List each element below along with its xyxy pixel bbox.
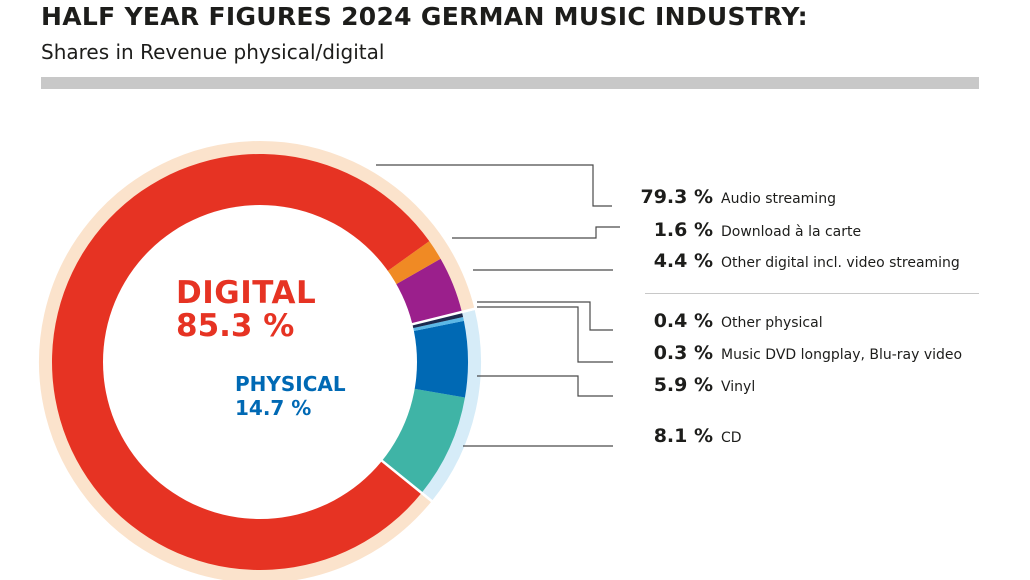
- leader-line-download: [452, 226, 620, 239]
- chart-subtitle: Shares in Revenue physical/digital: [41, 40, 385, 64]
- legend-item-other-digital: 4.4 % Other digital incl. video streamin…: [600, 250, 980, 276]
- legend-item-vinyl: 5.9 % Vinyl: [600, 374, 980, 400]
- legend-item-cd: 8.1 % CD: [600, 425, 980, 451]
- separator-cd-audio: [379, 458, 435, 504]
- legend-item-download: 1.6 % Download à la carte: [600, 219, 980, 245]
- legend-value: 4.4 %: [653, 250, 713, 272]
- legend-value: 79.3 %: [640, 186, 713, 208]
- header-divider: [41, 77, 979, 89]
- physical-group-label: PHYSICAL: [235, 372, 346, 396]
- legend-value: 5.9 %: [653, 374, 713, 396]
- legend-divider: [645, 293, 979, 294]
- slice-cd: [380, 388, 465, 493]
- legend-label: Download à la carte: [721, 224, 862, 240]
- slice-other-digital-incl-video-streaming: [394, 258, 462, 325]
- separator-digital-physical: [410, 306, 478, 326]
- legend-value: 0.3 %: [653, 342, 713, 364]
- slice-download-la-carte: [386, 241, 441, 286]
- leader-line-dvd: [477, 306, 613, 363]
- leader-line-other-physical: [477, 301, 613, 331]
- digital-group-label: DIGITAL: [176, 275, 317, 311]
- legend-item-other-physical: 0.4 % Other physical: [600, 310, 980, 336]
- slices: [52, 154, 478, 571]
- leader-lines: [376, 164, 620, 447]
- slice-vinyl: [411, 320, 468, 398]
- legend-value: 1.6 %: [653, 219, 713, 241]
- physical-group-value: 14.7 %: [235, 396, 312, 420]
- legend-label: Other digital incl. video streaming: [721, 255, 960, 271]
- legend-label: CD: [721, 430, 742, 446]
- slice-music-dvd-longplay-blu-ray-video: [411, 317, 464, 332]
- legend-label: Audio streaming: [721, 191, 836, 207]
- legend-value: 0.4 %: [653, 310, 713, 332]
- donut-hole: [103, 205, 417, 519]
- legend-label: Vinyl: [721, 379, 756, 395]
- digital-group-value: 85.3 %: [176, 308, 295, 344]
- chart-title: HALF YEAR FIGURES 2024 GERMAN MUSIC INDU…: [41, 2, 808, 31]
- leader-line-audio-streaming: [376, 164, 612, 207]
- leader-line-vinyl: [477, 375, 613, 397]
- legend-label: Music DVD longplay, Blu-ray video: [721, 347, 963, 363]
- legend-item-dvd: 0.3 % Music DVD longplay, Blu-ray video: [600, 342, 980, 368]
- legend-item-audio-streaming: 79.3 % Audio streaming: [600, 186, 980, 212]
- legend-label: Other physical: [721, 315, 823, 331]
- legend-value: 8.1 %: [653, 425, 713, 447]
